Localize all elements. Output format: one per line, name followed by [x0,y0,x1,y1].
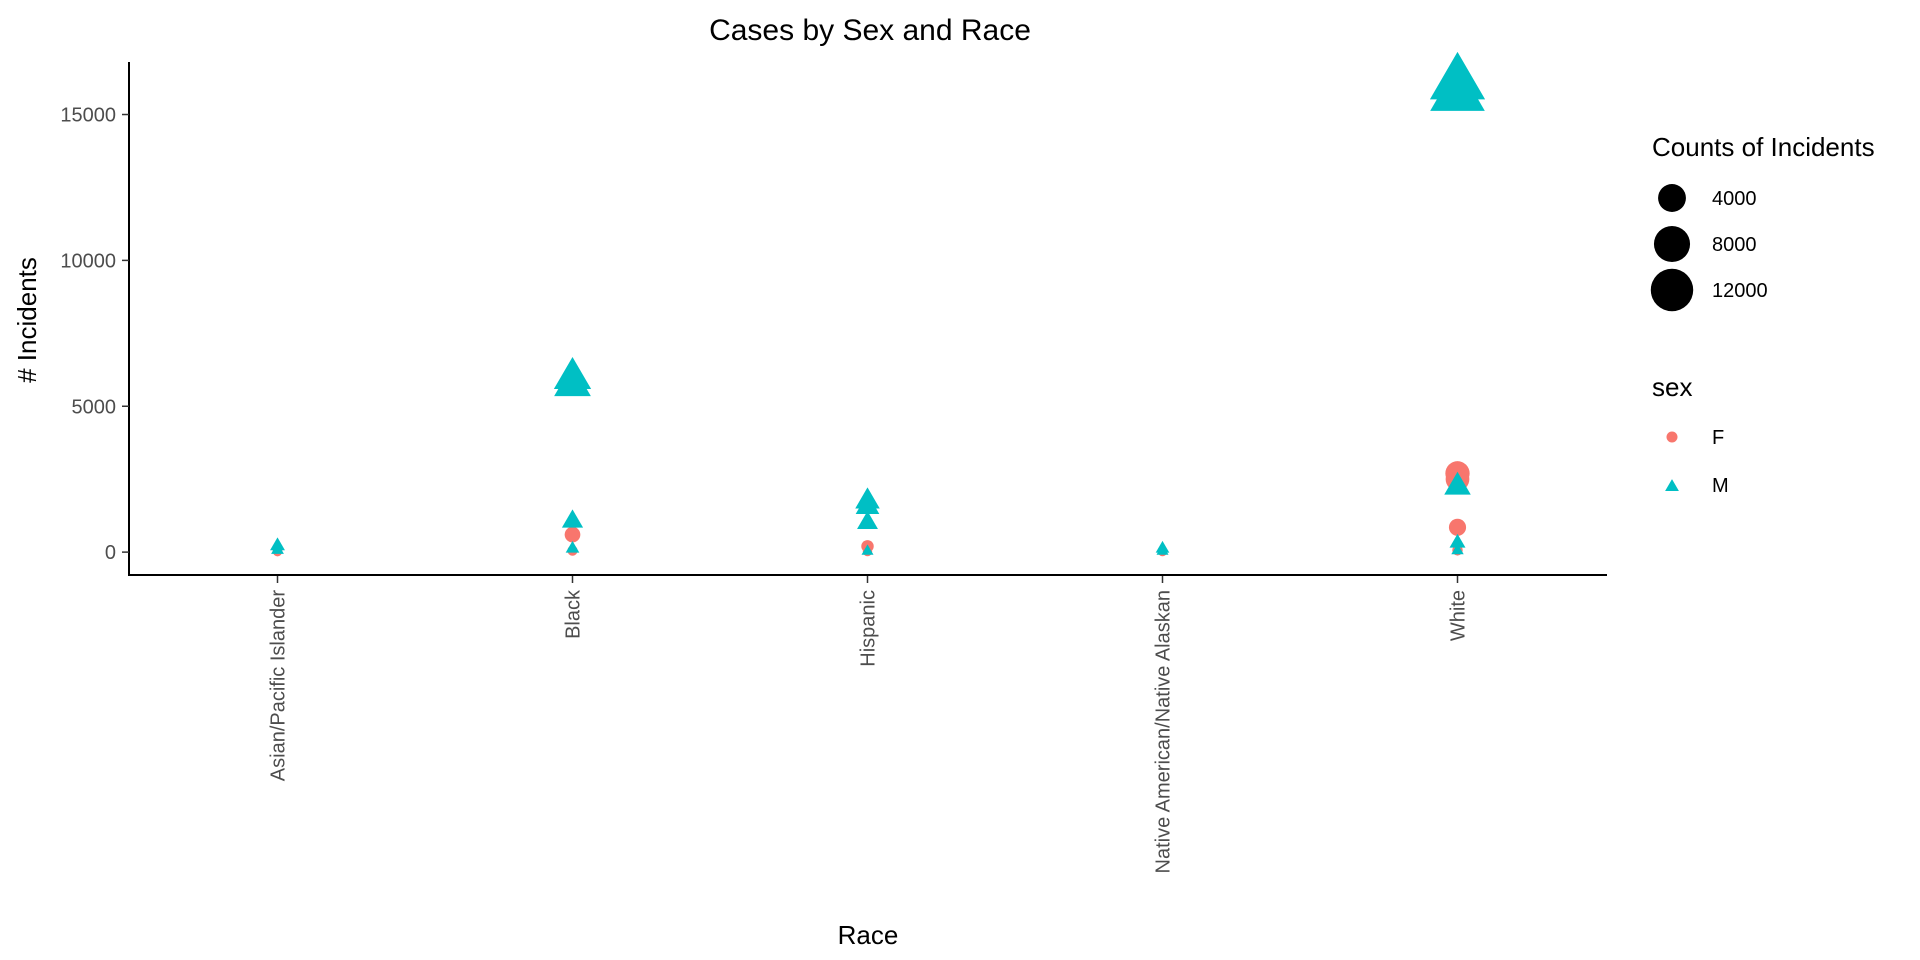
x-tick-label-1: Black [563,589,585,639]
point-m-15 [1449,533,1466,548]
size-legend-label-2: 12000 [1712,280,1768,302]
point-m-13 [1430,63,1485,111]
point-m-7 [855,493,880,514]
x-tick-label-0: Asian/Pacific Islander [268,590,290,782]
point-m-14 [1444,471,1471,495]
x-axis-title: Race [838,920,899,950]
color-legend-label-1: M [1712,475,1729,497]
size-legend-label-1: 8000 [1712,234,1757,256]
y-tick-label-1: 5000 [72,396,117,418]
y-tick-label-2: 10000 [60,250,116,272]
point-f-2 [564,526,581,543]
color-legend-key-0 [1666,431,1678,443]
color-legend: sex F M [1652,372,1729,497]
size-legend-label-0: 4000 [1712,188,1757,210]
point-m-4 [561,509,584,528]
point-m-16 [1451,543,1464,555]
point-m-1 [271,542,284,554]
chart-title: Cases by Sex and Race [709,14,1031,47]
point-m-5 [565,540,580,553]
data-marks [270,51,1486,557]
color-legend-label-0: F [1712,427,1724,449]
x-tick-label-2: Hispanic [858,590,880,667]
plot-area: 0 5000 10000 15000 Asian/Pacific Islander Bl… [60,51,1607,873]
point-f-9 [1448,518,1467,536]
y-tick-label-3: 15000 [60,105,116,127]
size-legend-key-0 [1658,184,1686,212]
size-legend-title: Counts of Incidents [1652,132,1875,162]
point-m-3 [554,364,591,397]
color-legend-title: sex [1652,372,1692,402]
x-tick-label-3: Native American/Native Alaskan [1153,590,1175,873]
y-axis-ticks: 0 5000 10000 15000 [60,105,129,564]
x-axis-ticks: Asian/Pacific Islander Black Hispanic Nativ… [268,576,1470,873]
size-legend-key-2 [1650,268,1694,312]
x-tick-label-4: White [1448,590,1470,641]
size-legend: Counts of Incidents 4000 8000 12000 [1650,132,1875,312]
size-legend-key-1 [1653,225,1691,263]
color-legend-key-1 [1665,479,1679,491]
point-m-9 [861,544,874,555]
y-tick-label-0: 0 [105,542,116,564]
point-m-11 [1156,544,1169,555]
point-m-8 [857,511,878,530]
y-axis-title: # Incidents [12,257,42,383]
